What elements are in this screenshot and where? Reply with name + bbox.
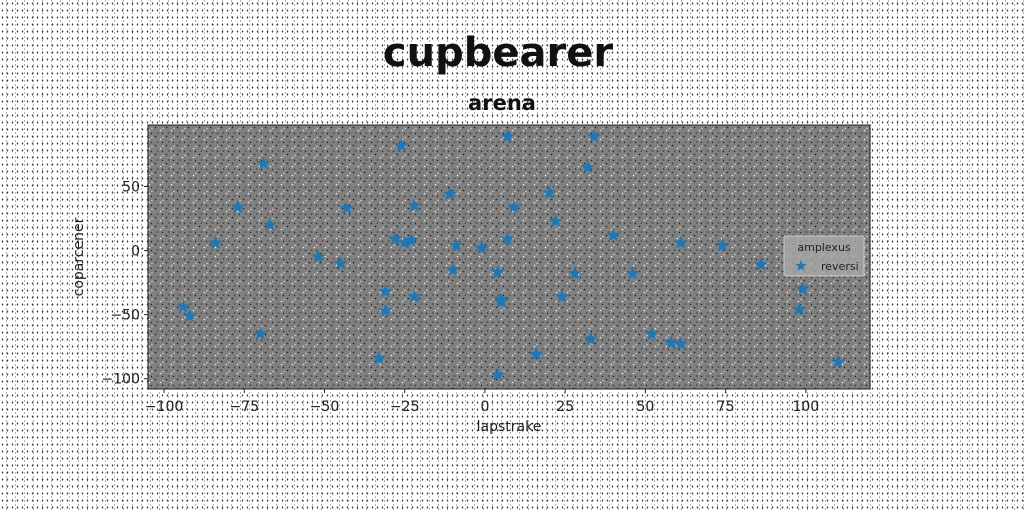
data-point-21 bbox=[448, 237, 464, 252]
x-tick-label: −50 bbox=[310, 399, 340, 415]
x-tick-label: −100 bbox=[145, 399, 183, 415]
data-point-36 bbox=[583, 331, 598, 346]
legend-label: reversi bbox=[821, 260, 859, 273]
legend: amplexus reversi bbox=[783, 235, 865, 277]
plot-frame bbox=[147, 124, 871, 390]
data-point-40 bbox=[644, 326, 659, 340]
data-point-16 bbox=[404, 232, 419, 247]
x-axis-ticks: −100 −75 −50 −25 0 25 50 75 100 bbox=[145, 389, 819, 415]
data-point-34 bbox=[567, 266, 582, 280]
y-tick-label: 50 bbox=[122, 180, 140, 196]
data-point-48 bbox=[830, 354, 846, 369]
data-point-29 bbox=[506, 199, 521, 214]
scatter-points bbox=[176, 129, 846, 381]
data-point-45 bbox=[753, 257, 769, 271]
data-point-9 bbox=[339, 200, 355, 215]
x-tick-label: −25 bbox=[390, 399, 420, 415]
data-point-6 bbox=[262, 217, 278, 232]
data-point-12 bbox=[378, 303, 393, 317]
data-point-2 bbox=[208, 235, 223, 249]
data-point-42 bbox=[673, 336, 688, 351]
data-point-20 bbox=[445, 262, 460, 276]
x-tick-label: 100 bbox=[792, 399, 819, 415]
data-point-38 bbox=[606, 227, 621, 242]
data-point-13 bbox=[387, 231, 403, 246]
chart-title: cupbearer bbox=[383, 30, 613, 76]
data-point-26 bbox=[493, 291, 509, 306]
data-point-8 bbox=[333, 255, 348, 270]
legend-title: amplexus bbox=[797, 241, 851, 254]
data-point-46 bbox=[792, 302, 807, 316]
x-tick-label: −75 bbox=[229, 399, 259, 415]
data-point-3 bbox=[230, 199, 245, 214]
data-point-18 bbox=[407, 289, 422, 303]
data-point-5 bbox=[256, 155, 271, 170]
x-tick-label: 50 bbox=[636, 399, 654, 415]
data-point-17 bbox=[407, 198, 422, 212]
data-point-14 bbox=[394, 138, 409, 152]
data-point-39 bbox=[625, 266, 640, 280]
data-point-22 bbox=[474, 240, 489, 255]
data-point-28 bbox=[500, 231, 515, 246]
x-tick-label: 0 bbox=[480, 399, 489, 415]
y-tick-label: −100 bbox=[102, 372, 140, 388]
data-point-7 bbox=[310, 249, 326, 264]
data-point-41 bbox=[663, 335, 679, 349]
data-point-1 bbox=[182, 308, 197, 323]
y-tick-label: 0 bbox=[131, 244, 140, 260]
data-point-15 bbox=[397, 235, 412, 249]
data-point-11 bbox=[378, 284, 393, 298]
data-point-19 bbox=[442, 186, 457, 201]
x-tick-label: 25 bbox=[556, 399, 574, 415]
y-axis-label: coparcener bbox=[71, 217, 87, 296]
data-point-32 bbox=[548, 213, 563, 228]
data-point-30 bbox=[529, 346, 544, 361]
y-tick-label: −50 bbox=[110, 308, 140, 324]
data-point-10 bbox=[371, 350, 387, 365]
legend-marker-icon bbox=[795, 260, 807, 271]
data-point-24 bbox=[490, 264, 505, 279]
data-point-44 bbox=[715, 237, 730, 252]
data-point-23 bbox=[490, 367, 505, 381]
data-point-43 bbox=[673, 235, 688, 249]
chart-subtitle: arena bbox=[468, 91, 536, 115]
y-axis-ticks: −100 −50 0 50 bbox=[102, 180, 148, 388]
data-point-0 bbox=[176, 299, 191, 314]
data-point-47 bbox=[795, 281, 810, 296]
x-tick-label: 75 bbox=[717, 399, 735, 415]
data-point-37 bbox=[586, 129, 602, 143]
data-point-31 bbox=[541, 185, 557, 199]
data-point-4 bbox=[253, 326, 268, 340]
x-axis-label: lapstrake bbox=[477, 419, 542, 435]
data-point-33 bbox=[554, 289, 570, 303]
data-point-35 bbox=[580, 159, 595, 174]
plot-noise bbox=[148, 125, 870, 389]
data-point-27 bbox=[500, 129, 515, 143]
